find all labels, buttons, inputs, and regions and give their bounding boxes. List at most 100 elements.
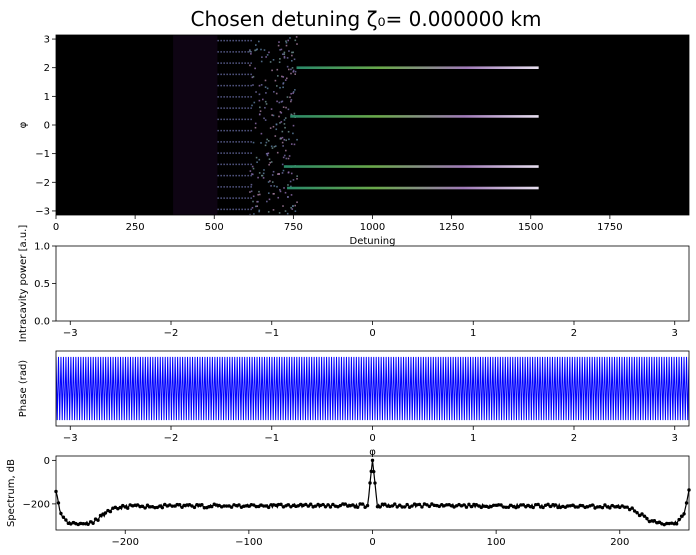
spectrum-panel: −200 −100 0 100 200 −200 0 Spectrum, dB — [6, 455, 691, 548]
spectrum-point — [177, 502, 182, 507]
heatmap-speckle — [252, 195, 255, 198]
heatmap-speckle — [270, 108, 273, 110]
heatmap-speckle — [276, 85, 278, 87]
spectrum-point — [674, 522, 679, 526]
spectrum-point — [224, 504, 229, 508]
spectrum-point — [247, 504, 251, 508]
x-tick-label: −3 — [63, 433, 78, 444]
heatmap-speckle — [266, 87, 269, 90]
heatmap-speckle — [292, 69, 295, 72]
spectrum-point — [175, 502, 179, 507]
spectrum-point — [395, 505, 399, 509]
spectrum-point — [576, 505, 580, 509]
y-tick-label: 0.0 — [34, 317, 50, 328]
spectrum-point — [516, 505, 521, 509]
spectrum-body — [54, 458, 691, 527]
spectrum-point — [496, 503, 501, 507]
heatmap-speckle — [285, 139, 287, 142]
heatmap-speckle — [282, 205, 284, 207]
heatmap-speckle — [283, 53, 286, 55]
heatmap-speckle — [260, 142, 262, 144]
heatmap-speckle — [250, 190, 253, 193]
heatmap-speckle — [268, 163, 270, 166]
heatmap-speckle — [283, 57, 286, 59]
spectrum-point — [190, 504, 194, 508]
heatmap-speckle — [281, 136, 284, 139]
heatmap-speckle — [288, 138, 290, 141]
heatmap-speckle — [254, 126, 257, 129]
heatmap-speckle — [262, 172, 265, 175]
heatmap-speckle — [290, 194, 293, 196]
heatmap-speckle — [271, 147, 274, 149]
heatmap-speckle — [265, 56, 267, 58]
spectrum-point — [276, 502, 281, 507]
spectrum-point — [393, 502, 397, 506]
heatmap-speckle — [279, 138, 282, 140]
heatmap-speckle — [264, 100, 267, 103]
x-tick-label: 0 — [53, 222, 59, 233]
heatmap-speckle — [249, 49, 251, 51]
spectrum-point — [534, 502, 538, 507]
heatmap-speckle — [281, 172, 284, 174]
plot-frame — [55, 350, 690, 427]
heatmap-speckle — [284, 117, 287, 119]
spectrum-point — [630, 506, 634, 510]
heatmap-speckle — [291, 208, 294, 210]
spectrum-point — [506, 505, 511, 509]
heatmap-speckle — [289, 180, 292, 183]
spectrum-point — [207, 504, 211, 509]
heatmap-speckle — [252, 167, 255, 170]
heatmap-speckle — [276, 68, 279, 71]
spectrum-point — [603, 503, 607, 507]
heatmap-speckle — [262, 98, 264, 101]
spectrum-point — [521, 503, 526, 507]
spectrum-point — [358, 502, 362, 506]
heatmap-speckle — [266, 138, 268, 141]
heatmap-speckle — [259, 110, 262, 113]
y-axis-label: Spectrum, dB — [6, 459, 17, 527]
x-tick-label: 0 — [369, 328, 375, 339]
plot-frame — [55, 455, 690, 531]
heatmap-speckle — [259, 106, 261, 109]
x-tick-label: −1 — [264, 328, 279, 339]
y-axis-label: φ — [18, 121, 29, 128]
heatmap-speckle — [256, 161, 258, 164]
heatmap-speckle — [277, 196, 280, 199]
spectrum-point — [289, 505, 293, 509]
heatmap-speckle — [262, 177, 265, 179]
spectrum-point — [556, 505, 560, 510]
heatmap-speckle — [268, 198, 271, 201]
x-tick-label: 1500 — [518, 222, 543, 233]
heatmap-speckle — [279, 49, 281, 51]
heatmap-speckle — [272, 59, 275, 61]
heatmap-speckle — [285, 44, 288, 47]
heatmap-background — [56, 35, 689, 215]
spectrum-point — [200, 503, 204, 507]
spectrum-point — [323, 505, 328, 509]
heatmap-speckle — [283, 51, 286, 54]
heatmap-speckle — [260, 174, 263, 177]
spectrum-point — [180, 505, 184, 509]
spectrum-point — [420, 505, 424, 509]
heatmap-speckle — [251, 173, 254, 176]
soliton-line — [296, 66, 539, 70]
heatmap-speckle — [290, 92, 292, 95]
heatmap-speckle — [296, 177, 298, 180]
heatmap-speckle — [292, 205, 294, 208]
heatmap-speckle — [250, 183, 253, 186]
x-axis-label: Detuning — [350, 236, 396, 247]
spectrum-point — [252, 503, 256, 507]
x-tick-label: 250 — [126, 222, 145, 233]
spectrum-point — [346, 504, 350, 508]
x-tick-label: 500 — [205, 222, 224, 233]
heatmap-speckle — [296, 201, 298, 204]
heatmap-speckle — [278, 115, 280, 118]
heatmap-speckle — [274, 135, 277, 137]
spectrum-point — [172, 504, 177, 508]
x-tick-label: 100 — [487, 537, 506, 548]
heatmap-speckle — [276, 100, 278, 103]
heatmap-speckle — [292, 70, 295, 73]
spectrum-point — [402, 505, 407, 509]
spectrum-point — [672, 522, 676, 526]
spectrum-point — [96, 518, 100, 522]
